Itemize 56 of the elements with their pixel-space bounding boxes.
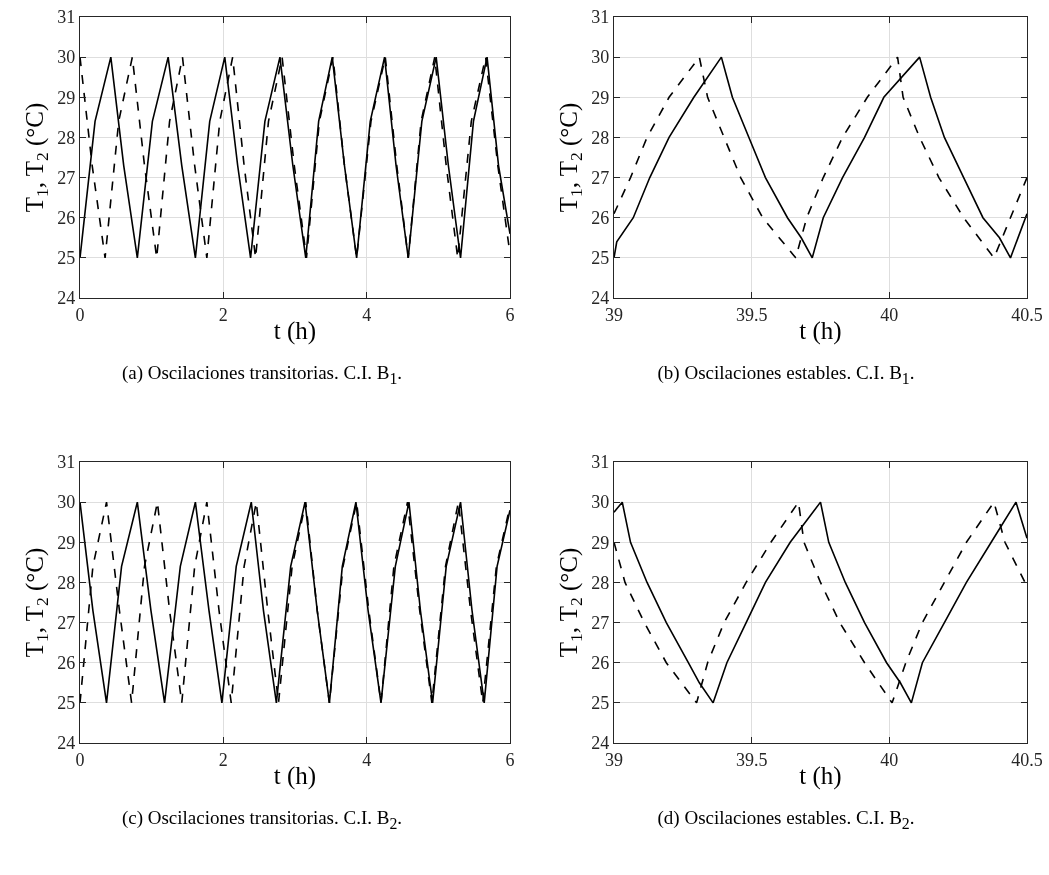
y-tick-label: 29 bbox=[591, 87, 610, 108]
x-tick-label: 40 bbox=[880, 304, 899, 325]
y-tick-label: 31 bbox=[57, 7, 76, 28]
x-tick-label: 2 bbox=[218, 304, 228, 325]
text: (b) Oscilaciones estables. C.I. B$_{1}$. bbox=[656, 362, 916, 388]
x-tick-label: 4 bbox=[362, 749, 372, 770]
y-tick-label: 31 bbox=[57, 452, 76, 473]
y-tick-label: 24 bbox=[57, 733, 76, 754]
y-tick-label: 30 bbox=[591, 47, 610, 68]
x-tick-label: 6 bbox=[505, 304, 515, 325]
line-series bbox=[80, 56, 510, 259]
y-tick-label: 29 bbox=[591, 532, 610, 553]
y-tick-label: 30 bbox=[57, 492, 76, 513]
x-tick-label: 40.5 bbox=[1011, 304, 1043, 325]
y-tick-label: 30 bbox=[591, 492, 610, 513]
y-tick-label: 26 bbox=[591, 653, 610, 674]
x-axis-title: t (h) bbox=[799, 317, 842, 345]
line-series bbox=[614, 56, 1027, 259]
y-tick-label: 27 bbox=[57, 612, 76, 633]
x-axis-title: t (h) bbox=[273, 317, 317, 345]
y-tick-label: 28 bbox=[57, 572, 76, 593]
x-tick-label: 40.5 bbox=[1011, 749, 1043, 770]
y-tick-label: 31 bbox=[591, 7, 610, 28]
y-tick-label: 27 bbox=[591, 612, 610, 633]
y-tick-label: 25 bbox=[591, 693, 610, 714]
line-series bbox=[80, 501, 510, 704]
x-axis-title: t (h) bbox=[273, 762, 317, 790]
text: (d) Oscilaciones estables. C.I. B$_{2}$. bbox=[656, 807, 916, 833]
x-tick-label: 2 bbox=[218, 749, 228, 770]
y-tick-label: 28 bbox=[57, 127, 76, 148]
y-tick-label: 26 bbox=[591, 208, 610, 229]
y-tick-label: 30 bbox=[57, 47, 76, 68]
text: (c) Oscilaciones transitorias. C.I. B$_{2}$. bbox=[120, 807, 404, 833]
y-tick-label: 26 bbox=[57, 653, 76, 674]
text: (a) Oscilaciones transitorias. C.I. B$_{1}$. bbox=[120, 362, 404, 388]
x-tick-label: 4 bbox=[362, 304, 372, 325]
x-tick-label: 39.5 bbox=[735, 749, 768, 770]
y-tick-label: 25 bbox=[57, 248, 76, 269]
y-tick-label: 28 bbox=[591, 572, 610, 593]
y-tick-label: 25 bbox=[57, 693, 76, 714]
y-tick-label: 27 bbox=[591, 167, 610, 188]
x-tick-label: 0 bbox=[75, 749, 85, 770]
y-tick-label: 24 bbox=[57, 288, 76, 309]
y-tick-label: 26 bbox=[57, 208, 76, 229]
x-axis-title: t (h) bbox=[799, 762, 842, 790]
y-tick-label: 29 bbox=[57, 87, 76, 108]
y-tick-label: 25 bbox=[591, 248, 610, 269]
x-tick-label: 0 bbox=[75, 304, 85, 325]
y-tick-label: 31 bbox=[591, 452, 610, 473]
x-tick-label: 6 bbox=[505, 749, 515, 770]
y-tick-label: 28 bbox=[591, 127, 610, 148]
y-tick-label: 29 bbox=[57, 532, 76, 553]
x-tick-label: 39.5 bbox=[735, 304, 768, 325]
x-tick-label: 40 bbox=[880, 749, 899, 770]
line-series bbox=[614, 501, 1027, 704]
y-tick-label: 27 bbox=[57, 167, 76, 188]
